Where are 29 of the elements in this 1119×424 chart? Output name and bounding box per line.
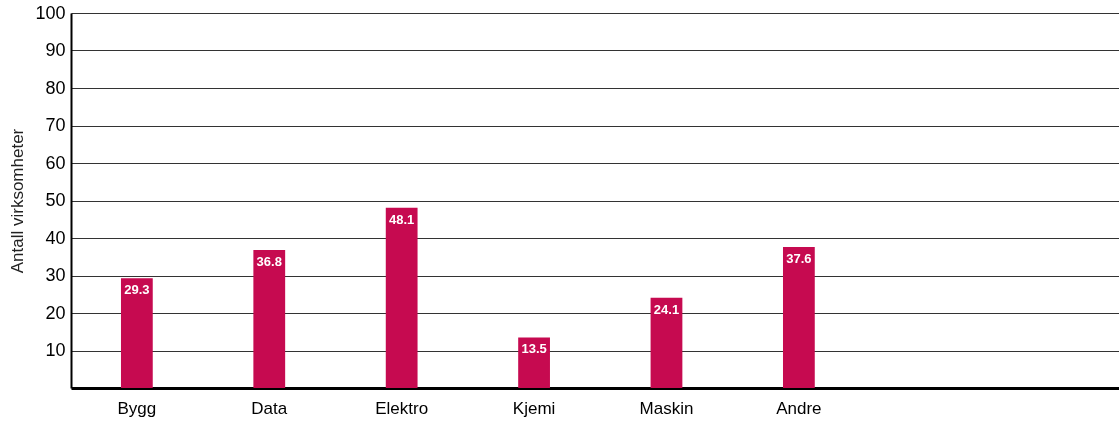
x-tick-label: Data <box>251 398 288 418</box>
y-tick-label: 100 <box>35 2 66 23</box>
bar <box>253 250 286 388</box>
y-tick-label: 80 <box>45 77 66 98</box>
y-tick-label: 30 <box>45 265 66 285</box>
data-label: 13.5 <box>521 341 547 357</box>
bar <box>782 247 815 388</box>
x-tick-label: Bygg <box>117 398 157 418</box>
y-tick-label: 10 <box>45 340 66 360</box>
y-tick-label: 70 <box>45 115 66 135</box>
bar <box>518 337 550 388</box>
data-label: 29.3 <box>124 282 150 298</box>
y-tick-label: 60 <box>45 152 66 173</box>
x-tick-label: Kjemi <box>512 398 556 418</box>
bar <box>650 297 683 388</box>
x-tick-label: Andre <box>776 398 822 418</box>
data-label: 36.8 <box>256 254 282 269</box>
y-tick-label: 50 <box>45 190 66 210</box>
x-tick-label: Maskin <box>639 398 694 418</box>
y-tick-label: 90 <box>45 40 66 60</box>
y-tick-label: 40 <box>45 227 66 248</box>
bar <box>120 278 153 388</box>
data-label: 24.1 <box>653 301 680 317</box>
data-label: 37.6 <box>786 251 812 266</box>
bar <box>385 207 418 388</box>
y-axis-title: Antall virksomheter <box>8 128 28 274</box>
data-label: 48.1 <box>389 211 415 227</box>
x-tick-label: Elektro <box>375 398 429 418</box>
y-tick-label: 20 <box>45 302 66 323</box>
